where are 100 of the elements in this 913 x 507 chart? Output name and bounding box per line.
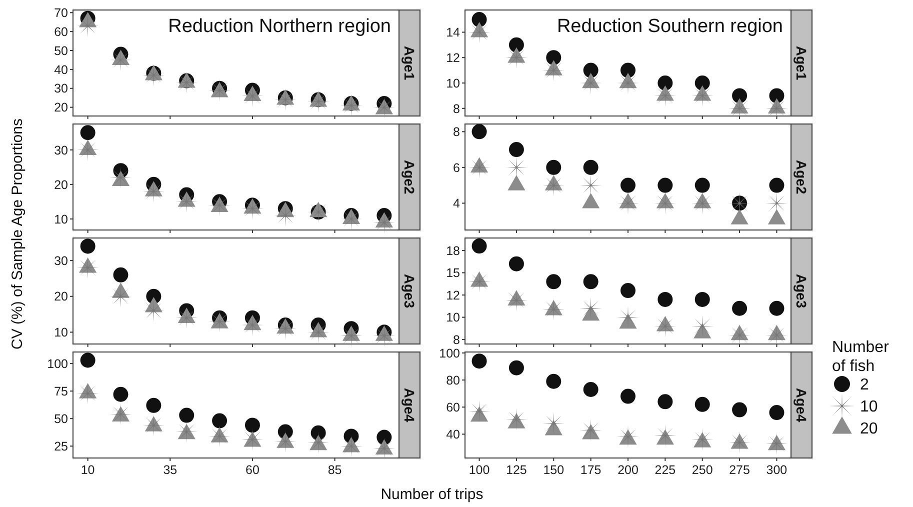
point	[654, 84, 676, 107]
y-tick-label: 30	[54, 143, 68, 158]
point	[372, 324, 396, 347]
x-tick-label: 225	[654, 463, 676, 477]
y-tick-label: 10	[54, 212, 68, 226]
x-tick-label: 125	[506, 463, 527, 477]
x-tick-label: 100	[468, 463, 490, 477]
y-tick-label: 30	[54, 82, 68, 96]
point	[732, 300, 748, 316]
point	[769, 178, 784, 193]
point	[583, 160, 598, 175]
point	[546, 374, 562, 389]
point	[658, 76, 673, 90]
x-tick-label: 35	[163, 463, 178, 477]
x-tick-label: 10	[80, 463, 95, 477]
y-tick-label: 8	[453, 102, 460, 116]
point	[468, 21, 490, 44]
chart-title: Reduction Northern region	[168, 16, 391, 37]
point	[654, 192, 676, 214]
x-tick-label: 275	[729, 463, 750, 477]
point	[732, 402, 748, 418]
point	[583, 382, 598, 397]
y-tick-label: 6	[453, 160, 460, 175]
y-tick-label: 20	[54, 100, 68, 115]
y-tick-label: 40	[446, 428, 460, 442]
point	[620, 283, 636, 298]
point	[372, 437, 396, 460]
point	[372, 96, 396, 118]
y-tick-label: 14	[446, 26, 460, 40]
y-tick-label: 20	[54, 178, 68, 192]
y-tick-label: 80	[446, 373, 460, 388]
point	[244, 418, 260, 433]
point	[110, 402, 132, 426]
point	[546, 160, 562, 175]
y-tick-label: 12	[446, 288, 460, 302]
point	[769, 88, 784, 104]
point	[508, 37, 524, 52]
x-tick-label: 175	[580, 463, 602, 477]
y-axis-title: CV (%) of Sample Age Proportions	[9, 118, 26, 350]
point	[472, 354, 487, 369]
y-tick-label: 100	[439, 346, 460, 360]
point	[620, 62, 636, 78]
point	[546, 50, 562, 66]
point	[508, 256, 524, 272]
y-tick-label: 8	[453, 332, 460, 347]
text: Age1	[794, 46, 810, 80]
point	[658, 178, 673, 193]
point	[769, 405, 784, 420]
point	[212, 413, 228, 428]
text: Age4	[794, 388, 810, 422]
point	[694, 76, 710, 90]
legend-label: 20	[860, 420, 878, 438]
point	[583, 274, 598, 290]
y-tick-label: 40	[54, 62, 68, 77]
text: Age4	[402, 388, 418, 422]
y-tick-label: 50	[54, 44, 68, 58]
x-tick-label: 200	[618, 463, 638, 477]
point	[508, 360, 524, 376]
point	[620, 388, 636, 404]
point	[76, 382, 100, 404]
point	[307, 320, 330, 344]
x-axis-title: Number of trips	[380, 486, 484, 503]
point	[583, 62, 598, 78]
point	[732, 88, 748, 104]
point	[113, 386, 128, 402]
x-tick-label: 300	[766, 463, 788, 477]
point	[80, 352, 96, 368]
point	[658, 394, 673, 410]
point	[80, 125, 96, 140]
point	[766, 432, 788, 455]
point	[546, 274, 562, 290]
point	[142, 414, 165, 436]
point	[80, 238, 96, 254]
point	[113, 267, 128, 282]
text: Age2	[402, 160, 418, 194]
y-tick-label: 30	[54, 254, 68, 268]
y-tick-label: 100	[47, 356, 68, 371]
point	[340, 324, 362, 347]
point	[76, 256, 100, 279]
point	[146, 398, 162, 413]
y-tick-label: 8	[453, 125, 460, 140]
y-tick-label: 25	[54, 439, 68, 454]
point	[307, 432, 330, 454]
point	[654, 314, 676, 338]
text: Age2	[794, 160, 810, 194]
y-tick-label: 60	[446, 400, 460, 414]
y-tick-label: 4	[453, 196, 460, 211]
point	[468, 400, 490, 422]
text: Age3	[402, 274, 418, 308]
point	[508, 142, 524, 158]
y-tick-label: 60	[54, 24, 68, 39]
point	[472, 12, 487, 28]
point	[142, 180, 165, 203]
y-tick-label: 12	[446, 50, 460, 65]
point	[472, 238, 487, 254]
point	[694, 396, 710, 412]
point	[694, 178, 710, 193]
point	[766, 192, 788, 214]
y-tick-label: 15	[446, 266, 460, 280]
text: Age1	[402, 46, 418, 80]
